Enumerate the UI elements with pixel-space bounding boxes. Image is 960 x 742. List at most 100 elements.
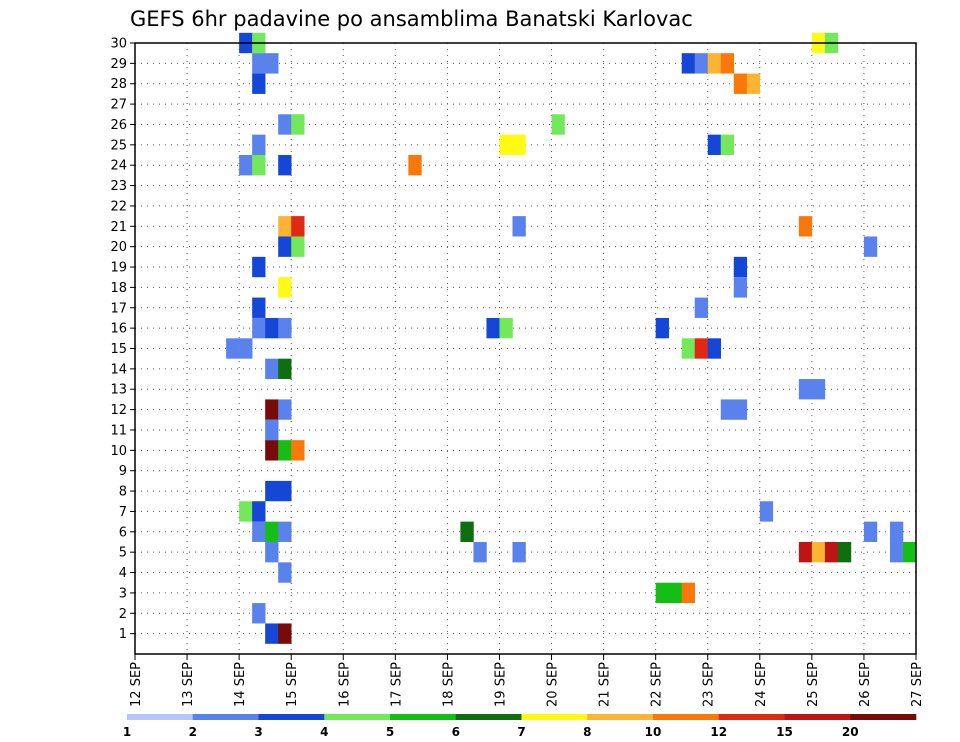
x-tick-label: 16 SEP — [337, 662, 352, 707]
colorbar-swatch — [784, 714, 851, 720]
precip-cell — [278, 480, 292, 502]
y-tick-label: 24 — [110, 159, 127, 174]
colorbar-swatch — [521, 714, 588, 720]
y-tick-label: 3 — [119, 586, 127, 601]
y-tick-label: 6 — [119, 525, 127, 540]
x-tick-label: 25 SEP — [806, 662, 821, 707]
x-tick-label: 20 SEP — [546, 662, 561, 707]
precip-cell — [265, 399, 279, 420]
precip-cell — [265, 317, 279, 339]
precip-cell — [291, 114, 305, 135]
precip-cell — [291, 216, 305, 237]
colorbar-label: 3 — [254, 725, 262, 739]
colorbar-swatch — [192, 714, 259, 720]
colorbar-label: 7 — [517, 725, 525, 739]
x-tick-label: 15 SEP — [285, 662, 300, 707]
precip-cell — [733, 277, 748, 298]
y-tick-label: 21 — [110, 220, 127, 235]
precip-cell — [278, 236, 292, 257]
colorbar-label: 5 — [386, 725, 394, 739]
precip-cell — [889, 541, 904, 563]
precip-cell — [512, 216, 526, 237]
precip-cell — [863, 521, 878, 542]
precip-cell — [512, 134, 526, 156]
y-tick-label: 5 — [119, 546, 127, 561]
precip-cell — [811, 541, 826, 563]
precip-cell — [694, 297, 709, 318]
colorbar-label: 20 — [842, 725, 859, 739]
precip-cell — [798, 379, 813, 400]
precip-cell — [239, 338, 253, 359]
colorbar-swatch — [127, 714, 194, 720]
colorbar-label: 2 — [189, 725, 197, 739]
precipitation-cells — [226, 32, 917, 644]
precip-cell — [252, 297, 266, 318]
colorbar-label: 4 — [320, 725, 328, 739]
y-axis-member-ticks: 1234567891011121314151617181920212223242… — [110, 37, 135, 642]
precip-cell — [733, 399, 748, 420]
colorbar-label: 10 — [645, 725, 662, 739]
y-tick-label: 27 — [110, 98, 127, 113]
chart-title: GEFS 6hr padavine po ansamblima Banatski… — [130, 7, 693, 31]
precip-cell — [707, 53, 722, 74]
colorbar-label: 8 — [583, 725, 591, 739]
precip-cell — [798, 216, 813, 237]
precip-cell — [694, 338, 709, 359]
precip-cell — [278, 216, 292, 237]
x-tick-label: 23 SEP — [702, 662, 717, 707]
colorbar-label: 15 — [776, 725, 793, 739]
precip-cell — [798, 541, 813, 563]
precip-cell — [707, 338, 722, 359]
x-tick-label: 13 SEP — [181, 662, 196, 707]
precip-cell — [720, 53, 735, 74]
colorbar-swatch — [850, 714, 917, 720]
y-tick-label: 19 — [110, 261, 127, 276]
y-tick-label: 10 — [110, 444, 127, 459]
precip-cell — [252, 317, 266, 339]
precip-cell — [252, 603, 266, 624]
precip-cell — [551, 114, 565, 135]
precip-cell — [265, 521, 279, 542]
precip-cell — [811, 379, 826, 400]
y-tick-label: 2 — [119, 607, 127, 622]
precip-cell — [278, 562, 292, 583]
colorbar-swatch — [455, 714, 522, 720]
y-tick-label: 8 — [119, 485, 127, 500]
x-axis-date-ticks: 12 SEP 13 SEP 14 SEP 15 SEP 16 SEP 17 SEP 18 S… — [129, 654, 925, 707]
precip-cell — [252, 73, 266, 94]
precip-cell — [252, 53, 266, 74]
colorbar-swatch — [390, 714, 457, 720]
precip-cell — [278, 358, 292, 380]
y-tick-label: 17 — [110, 301, 127, 316]
colorbar-swatch — [587, 714, 654, 720]
precip-cell — [733, 73, 748, 94]
precip-cell — [265, 480, 279, 502]
precip-cell — [265, 623, 279, 644]
y-tick-label: 15 — [110, 342, 127, 357]
precip-cell — [265, 541, 279, 563]
y-tick-label: 20 — [110, 240, 127, 255]
y-tick-label: 7 — [119, 505, 127, 520]
y-tick-label: 14 — [110, 362, 127, 377]
precip-cell — [486, 317, 500, 339]
precip-cell — [512, 541, 526, 563]
y-tick-label: 11 — [110, 423, 127, 438]
colorbar-label: 12 — [710, 725, 727, 739]
precip-cell — [278, 114, 292, 135]
precip-cell — [265, 440, 279, 461]
precip-cell — [278, 317, 292, 339]
x-tick-label: 22 SEP — [650, 662, 665, 707]
precip-cell — [252, 256, 266, 278]
x-tick-label: 27 SEP — [910, 662, 925, 707]
precip-cell — [252, 134, 266, 156]
precip-cell — [291, 440, 305, 461]
y-tick-label: 26 — [110, 118, 127, 133]
precip-cell — [681, 338, 696, 359]
precip-cell — [408, 155, 422, 176]
x-tick-label: 26 SEP — [858, 662, 873, 707]
colorbar-swatch — [324, 714, 391, 720]
precip-cell — [278, 623, 292, 644]
precip-cell — [655, 317, 669, 339]
colorbar-label: 6 — [452, 725, 460, 739]
